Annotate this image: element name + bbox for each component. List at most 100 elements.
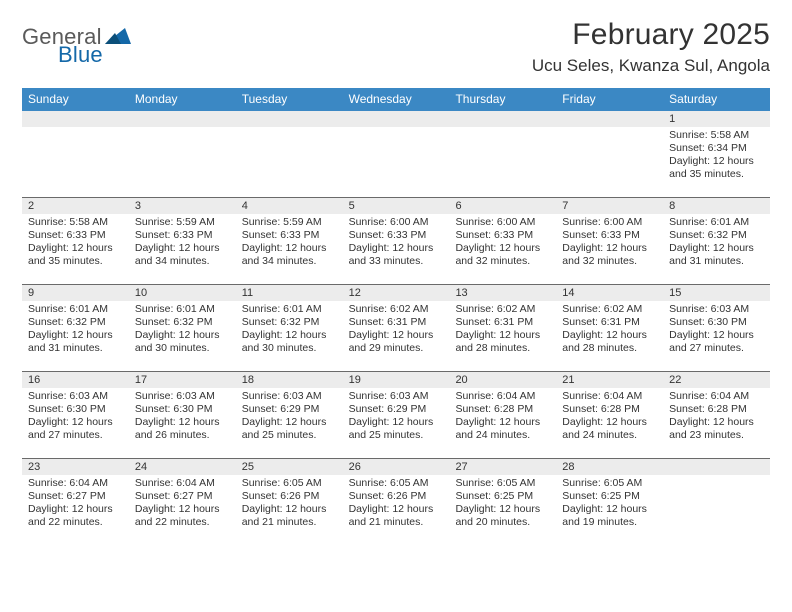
sunrise-text: Sunrise: 6:04 AM: [669, 390, 764, 403]
sunrise-text: Sunrise: 6:00 AM: [455, 216, 550, 229]
daylight2-text: and 25 minutes.: [242, 429, 337, 442]
day-cell: 28Sunrise: 6:05 AMSunset: 6:25 PMDayligh…: [556, 459, 663, 545]
day-cell: 27Sunrise: 6:05 AMSunset: 6:25 PMDayligh…: [449, 459, 556, 545]
day-cell: 4Sunrise: 5:59 AMSunset: 6:33 PMDaylight…: [236, 198, 343, 284]
daylight1-text: Daylight: 12 hours: [242, 503, 337, 516]
day-number: 4: [236, 198, 343, 214]
day-body: Sunrise: 6:05 AMSunset: 6:26 PMDaylight:…: [343, 475, 450, 534]
sunset-text: Sunset: 6:33 PM: [349, 229, 444, 242]
day-body: [22, 127, 129, 133]
day-number: 5: [343, 198, 450, 214]
day-cell: 15Sunrise: 6:03 AMSunset: 6:30 PMDayligh…: [663, 285, 770, 371]
calendar: Sunday Monday Tuesday Wednesday Thursday…: [22, 88, 770, 545]
sunrise-text: Sunrise: 6:03 AM: [669, 303, 764, 316]
day-number: 9: [22, 285, 129, 301]
daylight1-text: Daylight: 12 hours: [562, 503, 657, 516]
day-number: 14: [556, 285, 663, 301]
day-body: Sunrise: 6:05 AMSunset: 6:25 PMDaylight:…: [449, 475, 556, 534]
day-body: Sunrise: 6:01 AMSunset: 6:32 PMDaylight:…: [129, 301, 236, 360]
daylight1-text: Daylight: 12 hours: [135, 503, 230, 516]
day-cell: 11Sunrise: 6:01 AMSunset: 6:32 PMDayligh…: [236, 285, 343, 371]
daylight2-text: and 34 minutes.: [242, 255, 337, 268]
daylight1-text: Daylight: 12 hours: [349, 416, 444, 429]
day-body: [449, 127, 556, 133]
daylight1-text: Daylight: 12 hours: [28, 416, 123, 429]
day-body: [343, 127, 450, 133]
day-number: 28: [556, 459, 663, 475]
day-body: [129, 127, 236, 133]
sunrise-text: Sunrise: 6:00 AM: [562, 216, 657, 229]
week-row: 9Sunrise: 6:01 AMSunset: 6:32 PMDaylight…: [22, 284, 770, 371]
day-number: 1: [663, 111, 770, 127]
daylight1-text: Daylight: 12 hours: [135, 329, 230, 342]
day-number: [236, 111, 343, 127]
day-number: 19: [343, 372, 450, 388]
sunrise-text: Sunrise: 5:58 AM: [28, 216, 123, 229]
day-body: Sunrise: 6:05 AMSunset: 6:25 PMDaylight:…: [556, 475, 663, 534]
sunset-text: Sunset: 6:31 PM: [562, 316, 657, 329]
day-cell: 24Sunrise: 6:04 AMSunset: 6:27 PMDayligh…: [129, 459, 236, 545]
day-cell: [449, 111, 556, 197]
day-body: Sunrise: 6:04 AMSunset: 6:27 PMDaylight:…: [129, 475, 236, 534]
sunrise-text: Sunrise: 6:03 AM: [349, 390, 444, 403]
daylight2-text: and 25 minutes.: [349, 429, 444, 442]
daylight1-text: Daylight: 12 hours: [28, 503, 123, 516]
day-body: Sunrise: 6:01 AMSunset: 6:32 PMDaylight:…: [22, 301, 129, 360]
weekday-header: Thursday: [449, 88, 556, 111]
daylight1-text: Daylight: 12 hours: [455, 329, 550, 342]
daylight2-text: and 26 minutes.: [135, 429, 230, 442]
day-body: Sunrise: 6:03 AMSunset: 6:30 PMDaylight:…: [129, 388, 236, 447]
day-number: 21: [556, 372, 663, 388]
day-number: [556, 111, 663, 127]
daylight2-text: and 27 minutes.: [28, 429, 123, 442]
daylight1-text: Daylight: 12 hours: [349, 329, 444, 342]
day-body: Sunrise: 5:58 AMSunset: 6:33 PMDaylight:…: [22, 214, 129, 273]
sunset-text: Sunset: 6:33 PM: [135, 229, 230, 242]
day-cell: [129, 111, 236, 197]
day-cell: 17Sunrise: 6:03 AMSunset: 6:30 PMDayligh…: [129, 372, 236, 458]
day-number: 15: [663, 285, 770, 301]
day-body: Sunrise: 6:02 AMSunset: 6:31 PMDaylight:…: [449, 301, 556, 360]
sunrise-text: Sunrise: 6:03 AM: [28, 390, 123, 403]
weekday-header: Wednesday: [343, 88, 450, 111]
daylight2-text: and 27 minutes.: [669, 342, 764, 355]
day-cell: 1Sunrise: 5:58 AMSunset: 6:34 PMDaylight…: [663, 111, 770, 197]
day-number: 24: [129, 459, 236, 475]
daylight2-text: and 24 minutes.: [562, 429, 657, 442]
month-title: February 2025: [532, 18, 770, 52]
day-number: [343, 111, 450, 127]
day-cell: 12Sunrise: 6:02 AMSunset: 6:31 PMDayligh…: [343, 285, 450, 371]
sunrise-text: Sunrise: 6:01 AM: [242, 303, 337, 316]
day-cell: 5 Sunrise: 6:00 AMSunset: 6:33 PMDaylight…: [343, 198, 450, 284]
daylight2-text: and 28 minutes.: [562, 342, 657, 355]
header: General Blue February 2025 Ucu Seles, Kw…: [22, 18, 770, 76]
day-cell: [663, 459, 770, 545]
day-number: 12: [343, 285, 450, 301]
sunrise-text: Sunrise: 6:04 AM: [135, 477, 230, 490]
sunset-text: Sunset: 6:32 PM: [242, 316, 337, 329]
daylight2-text: and 24 minutes.: [455, 429, 550, 442]
sunset-text: Sunset: 6:29 PM: [242, 403, 337, 416]
sunset-text: Sunset: 6:26 PM: [242, 490, 337, 503]
day-number: 10: [129, 285, 236, 301]
day-body: [556, 127, 663, 133]
day-number: 25: [236, 459, 343, 475]
sunset-text: Sunset: 6:27 PM: [28, 490, 123, 503]
day-number: 11: [236, 285, 343, 301]
location: Ucu Seles, Kwanza Sul, Angola: [532, 56, 770, 76]
day-cell: 13Sunrise: 6:02 AMSunset: 6:31 PMDayligh…: [449, 285, 556, 371]
day-cell: 6Sunrise: 6:00 AMSunset: 6:33 PMDaylight…: [449, 198, 556, 284]
weekday-header-row: Sunday Monday Tuesday Wednesday Thursday…: [22, 88, 770, 111]
day-number: 13: [449, 285, 556, 301]
brand-logo: General Blue: [22, 18, 131, 50]
daylight1-text: Daylight: 12 hours: [349, 242, 444, 255]
day-cell: 19Sunrise: 6:03 AMSunset: 6:29 PMDayligh…: [343, 372, 450, 458]
weekday-header: Sunday: [22, 88, 129, 111]
day-number: 17: [129, 372, 236, 388]
sunset-text: Sunset: 6:32 PM: [28, 316, 123, 329]
sunrise-text: Sunrise: 5:59 AM: [135, 216, 230, 229]
week-row: 16Sunrise: 6:03 AMSunset: 6:30 PMDayligh…: [22, 371, 770, 458]
daylight1-text: Daylight: 12 hours: [135, 242, 230, 255]
day-body: Sunrise: 6:03 AMSunset: 6:30 PMDaylight:…: [663, 301, 770, 360]
sunrise-text: Sunrise: 6:00 AM: [349, 216, 444, 229]
